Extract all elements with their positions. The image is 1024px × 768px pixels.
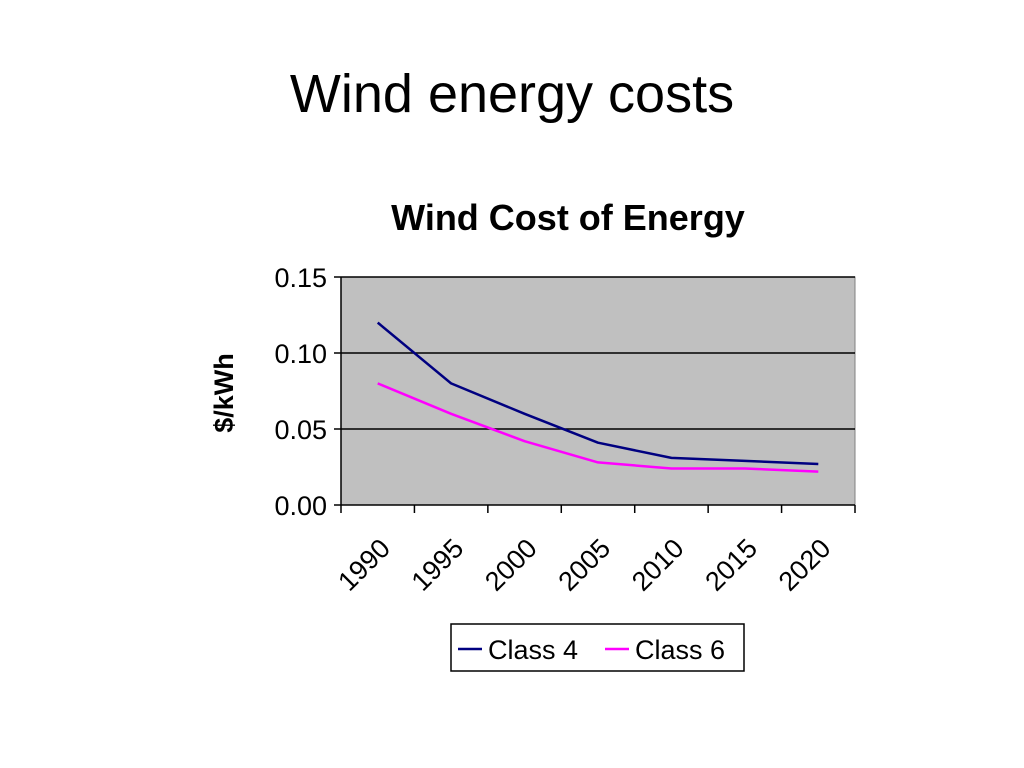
plot-area (340, 276, 856, 506)
x-tick-label: 2005 (553, 533, 617, 597)
x-tick-label: 1990 (332, 533, 396, 597)
series-layer (376, 321, 819, 473)
y-tick-label: 0.10 (274, 339, 327, 369)
legend-label: Class 4 (488, 635, 578, 665)
x-tick-labels: 1990 1995 2000 2005 2010 2015 2020 (332, 533, 836, 597)
series-line-1 (376, 321, 819, 466)
x-tick-label: 2015 (699, 533, 763, 597)
x-tick-label: 1995 (406, 533, 470, 597)
y-tick-label: 0.05 (274, 415, 327, 445)
x-tick-label: 2000 (479, 533, 543, 597)
legend: Class 4 Class 6 (450, 623, 745, 672)
y-axis-label: $/kWh (209, 353, 239, 433)
slide-title: Wind energy costs (289, 64, 735, 124)
legend-label: Class 6 (635, 635, 725, 665)
y-tick-labels: 0.00 0.05 0.10 0.15 (274, 263, 327, 521)
x-tick-label: 2020 (773, 533, 837, 597)
y-tick-label: 0.15 (274, 263, 327, 293)
gridlines (341, 276, 855, 430)
axes (334, 276, 856, 513)
y-tick-label: 0.00 (274, 491, 327, 521)
x-tick-label: 2010 (626, 533, 690, 597)
chart-title: Wind Cost of Energy (391, 197, 745, 238)
legend-box (450, 623, 745, 672)
series-line-2 (377, 382, 819, 473)
